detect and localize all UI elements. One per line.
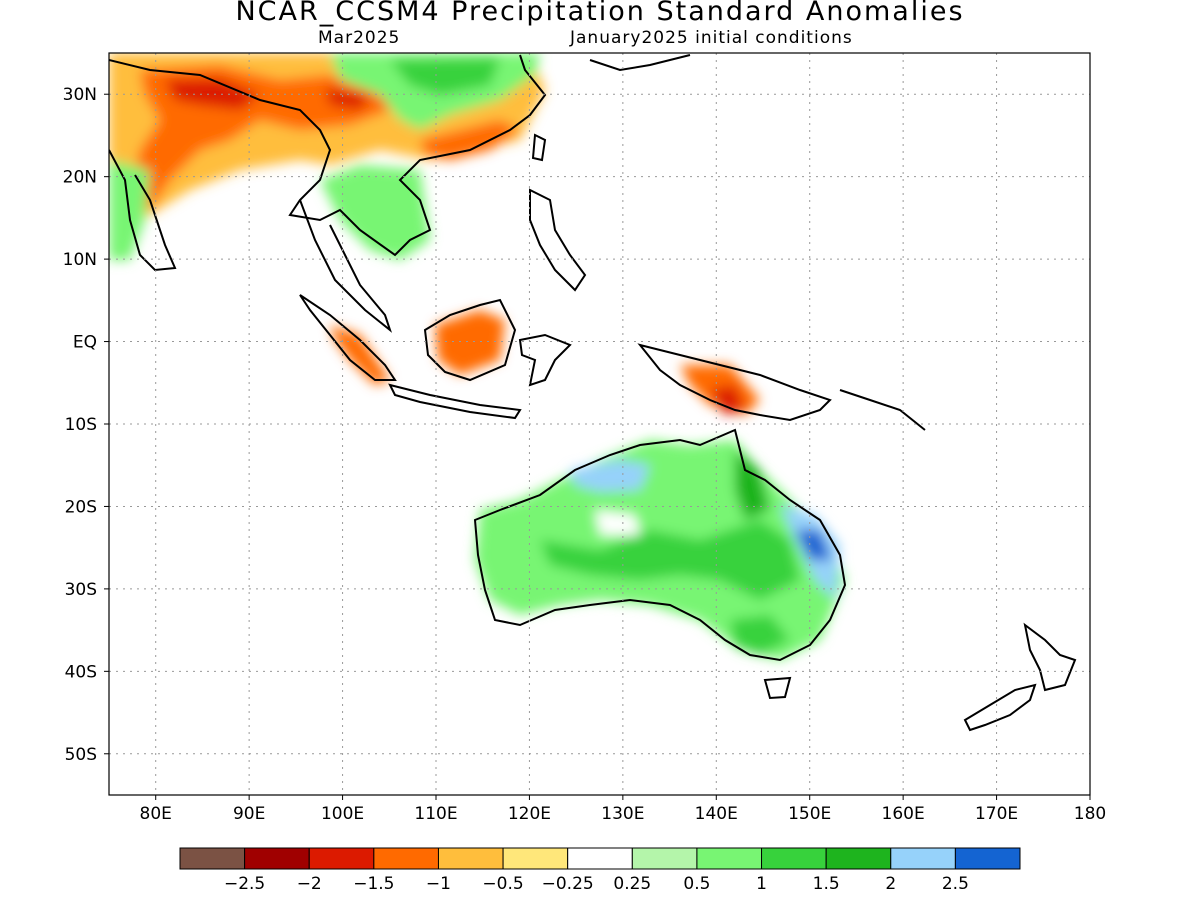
colorbar-label: −2.5 xyxy=(224,874,265,894)
anomaly-e-australia-extreme-wet xyxy=(795,530,832,560)
x-tick-label: 100E xyxy=(321,804,364,824)
x-tick-label: 120E xyxy=(508,804,551,824)
colorbar-swatch xyxy=(373,847,439,870)
coast-philippines xyxy=(529,188,587,292)
coast-tasmania xyxy=(763,676,792,700)
colorbar-label: 2 xyxy=(885,874,896,894)
anomaly-australia-strong-wet xyxy=(540,520,800,600)
anomaly-se-australia-wet xyxy=(730,615,790,655)
colorbar-label: 0.5 xyxy=(683,874,710,894)
colorbar-swatch xyxy=(825,847,892,870)
coast-new-guinea xyxy=(637,343,832,422)
colorbar-label: 1 xyxy=(756,874,767,894)
x-tick-label: 180 xyxy=(1074,804,1106,824)
colorbar-label: −1 xyxy=(426,874,451,894)
axis-ticks: 80E 90E 100E 110E 120E 130E 140E 150E 160E 170E 18… xyxy=(63,85,1107,824)
x-tick-label: 140E xyxy=(695,804,738,824)
anomaly-new-guinea-core-dry xyxy=(710,385,745,415)
colorbar-swatch xyxy=(437,847,504,870)
colorbar-legend: −2.5 −2 −1.5 −1 −0.5 −0.25 0.25 0.5 1 1.5 2 2.5 xyxy=(179,847,1021,894)
anomaly-layer xyxy=(109,53,845,660)
colorbar-label: 0.25 xyxy=(613,874,651,894)
page-title: NCAR_CCSM4 Precipitation Standard Anomal… xyxy=(235,0,965,27)
coast-java xyxy=(388,383,522,420)
colorbar-swatch xyxy=(567,847,633,870)
anomaly-nw-australia-very-wet xyxy=(570,460,650,492)
forecast-month: Mar2025 xyxy=(318,28,401,48)
x-tick-label: 150E xyxy=(788,804,831,824)
y-tick-label: 50S xyxy=(65,745,97,765)
colorbar-label: −2 xyxy=(297,874,322,894)
y-tick-label: 40S xyxy=(65,662,97,682)
y-tick-label: 30S xyxy=(65,580,97,600)
colorbar-swatch xyxy=(761,847,827,870)
colorbar-swatch xyxy=(954,847,1021,870)
x-tick-label: 130E xyxy=(601,804,644,824)
coast-nz-south xyxy=(963,683,1037,732)
anomaly-tibet-core-dry xyxy=(165,78,260,110)
anomaly-borneo-dry xyxy=(435,310,505,375)
colorbar-swatch xyxy=(179,847,246,870)
gridlines xyxy=(109,53,1090,795)
coast-taiwan xyxy=(531,133,547,162)
colorbar-label: 2.5 xyxy=(942,874,969,894)
x-tick-label: 110E xyxy=(414,804,457,824)
y-tick-label: 10N xyxy=(63,250,97,270)
y-tick-label: EQ xyxy=(73,333,97,353)
colorbar-swatch xyxy=(502,847,569,870)
anomaly-australia-near-normal xyxy=(595,510,640,535)
colorbar-label: −0.5 xyxy=(482,874,523,894)
coast-nz-north xyxy=(1023,622,1077,692)
anomaly-indochina-wet xyxy=(320,165,430,260)
y-tick-label: 10S xyxy=(65,415,97,435)
y-tick-label: 20S xyxy=(65,497,97,517)
anomaly-south-china-dry xyxy=(420,120,520,160)
anomaly-china-strong-wet xyxy=(390,58,500,95)
coast-malay-peninsula xyxy=(299,199,393,333)
coast-australia xyxy=(473,428,847,662)
colorbar-swatch xyxy=(890,847,956,870)
y-tick-label: 30N xyxy=(63,85,97,105)
colorbar-swatch xyxy=(696,847,763,870)
colorbar-swatch xyxy=(308,847,375,870)
x-tick-label: 90E xyxy=(233,804,265,824)
coastlines xyxy=(109,54,1077,732)
coast-sulawesi xyxy=(518,333,572,387)
coast-solomons xyxy=(839,389,926,431)
colorbar-label: −1.5 xyxy=(353,874,394,894)
colorbar-swatch xyxy=(631,847,698,870)
coast-japan xyxy=(589,54,691,72)
colorbar-label: −0.25 xyxy=(542,874,594,894)
anomaly-sumatra-dry xyxy=(330,325,390,385)
colorbar-swatch xyxy=(244,847,310,870)
y-tick-label: 20N xyxy=(63,168,97,188)
anomaly-east-tibet-core-dry xyxy=(325,88,370,110)
coast-india-peninsula xyxy=(109,149,177,272)
x-tick-label: 160E xyxy=(882,804,925,824)
initial-conditions-label: January2025 initial conditions xyxy=(570,28,853,48)
x-tick-label: 170E xyxy=(975,804,1018,824)
x-tick-label: 80E xyxy=(140,804,172,824)
coast-india-asia xyxy=(109,54,547,257)
coast-sumatra xyxy=(299,294,397,381)
colorbar-label: 1.5 xyxy=(813,874,840,894)
coast-borneo xyxy=(423,298,517,382)
